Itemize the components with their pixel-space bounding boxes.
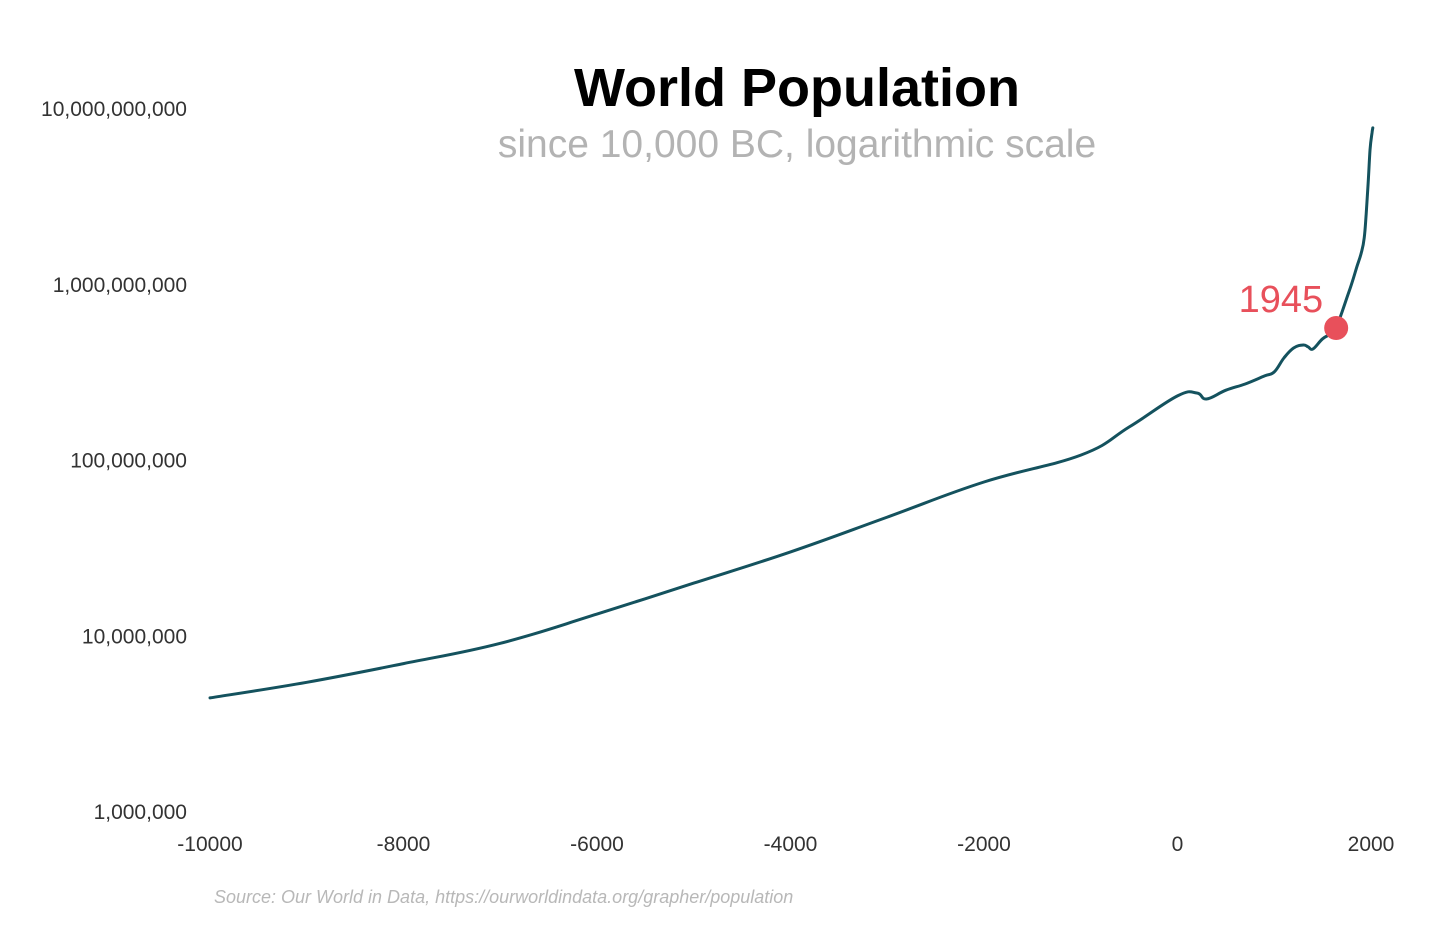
x-tick-label: 0 bbox=[1172, 833, 1184, 856]
x-tick-label: -4000 bbox=[764, 833, 818, 856]
x-tick-label: -8000 bbox=[377, 833, 431, 856]
x-tick-label: -2000 bbox=[957, 833, 1011, 856]
y-tick-label: 100,000,000 bbox=[70, 450, 187, 473]
highlight-point-label: 1945 bbox=[1239, 279, 1324, 321]
series-layer bbox=[208, 126, 1375, 700]
y-tick-label: 1,000,000 bbox=[94, 801, 187, 824]
x-tick-label: 2000 bbox=[1348, 833, 1395, 856]
chart-subtitle: since 10,000 BC, logarithmic scale bbox=[498, 123, 1096, 166]
x-tick-label: -6000 bbox=[570, 833, 624, 856]
source-note: Source: Our World in Data, https://ourwo… bbox=[214, 887, 793, 907]
series-line-world-population bbox=[208, 126, 1375, 700]
y-axis: 1,000,000 10,000,000 100,000,000 1,000,000,… bbox=[41, 98, 187, 824]
x-tick-label: -10000 bbox=[177, 833, 242, 856]
annotation-layer: 1945 bbox=[1239, 279, 1349, 341]
y-tick-label: 10,000,000 bbox=[82, 625, 187, 648]
chart-title: World Population bbox=[574, 58, 1020, 118]
x-axis: -10000 -8000 -6000 -4000 -2000 0 2000 bbox=[177, 833, 1394, 856]
y-tick-label: 1,000,000,000 bbox=[53, 274, 187, 297]
y-tick-label: 10,000,000,000 bbox=[41, 98, 187, 121]
highlight-point-marker bbox=[1324, 316, 1349, 341]
